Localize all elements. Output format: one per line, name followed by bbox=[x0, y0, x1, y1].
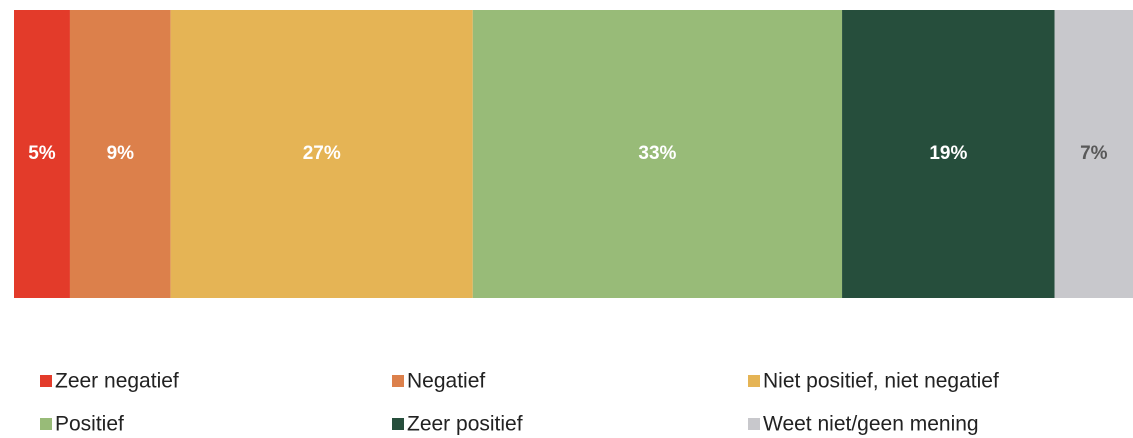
legend-swatch bbox=[40, 418, 52, 430]
legend-swatch bbox=[40, 375, 52, 387]
bar-segment bbox=[472, 10, 843, 298]
bar-segment bbox=[842, 10, 1055, 298]
bar-segment bbox=[14, 10, 70, 298]
value-label: 27% bbox=[303, 143, 341, 164]
legend-label: Zeer negatief bbox=[55, 370, 179, 393]
legend-label: Weet niet/geen mening bbox=[763, 413, 979, 436]
legend-swatch bbox=[748, 375, 760, 387]
legend-swatch bbox=[392, 375, 404, 387]
value-label: 19% bbox=[929, 143, 967, 164]
bar-segment bbox=[1054, 10, 1133, 298]
legend-label: Positief bbox=[55, 413, 124, 436]
legend-label: Niet positief, niet negatief bbox=[763, 370, 999, 393]
bar-segment bbox=[69, 10, 171, 298]
legend-label: Zeer positief bbox=[407, 413, 523, 436]
legend-swatch bbox=[748, 418, 760, 430]
value-label: 9% bbox=[107, 143, 135, 164]
bar-segment bbox=[170, 10, 473, 298]
value-label: 33% bbox=[638, 143, 676, 164]
legend-swatch bbox=[392, 418, 404, 430]
value-label: 5% bbox=[28, 143, 56, 164]
value-label: 7% bbox=[1080, 143, 1108, 164]
legend-label: Negatief bbox=[407, 370, 485, 393]
